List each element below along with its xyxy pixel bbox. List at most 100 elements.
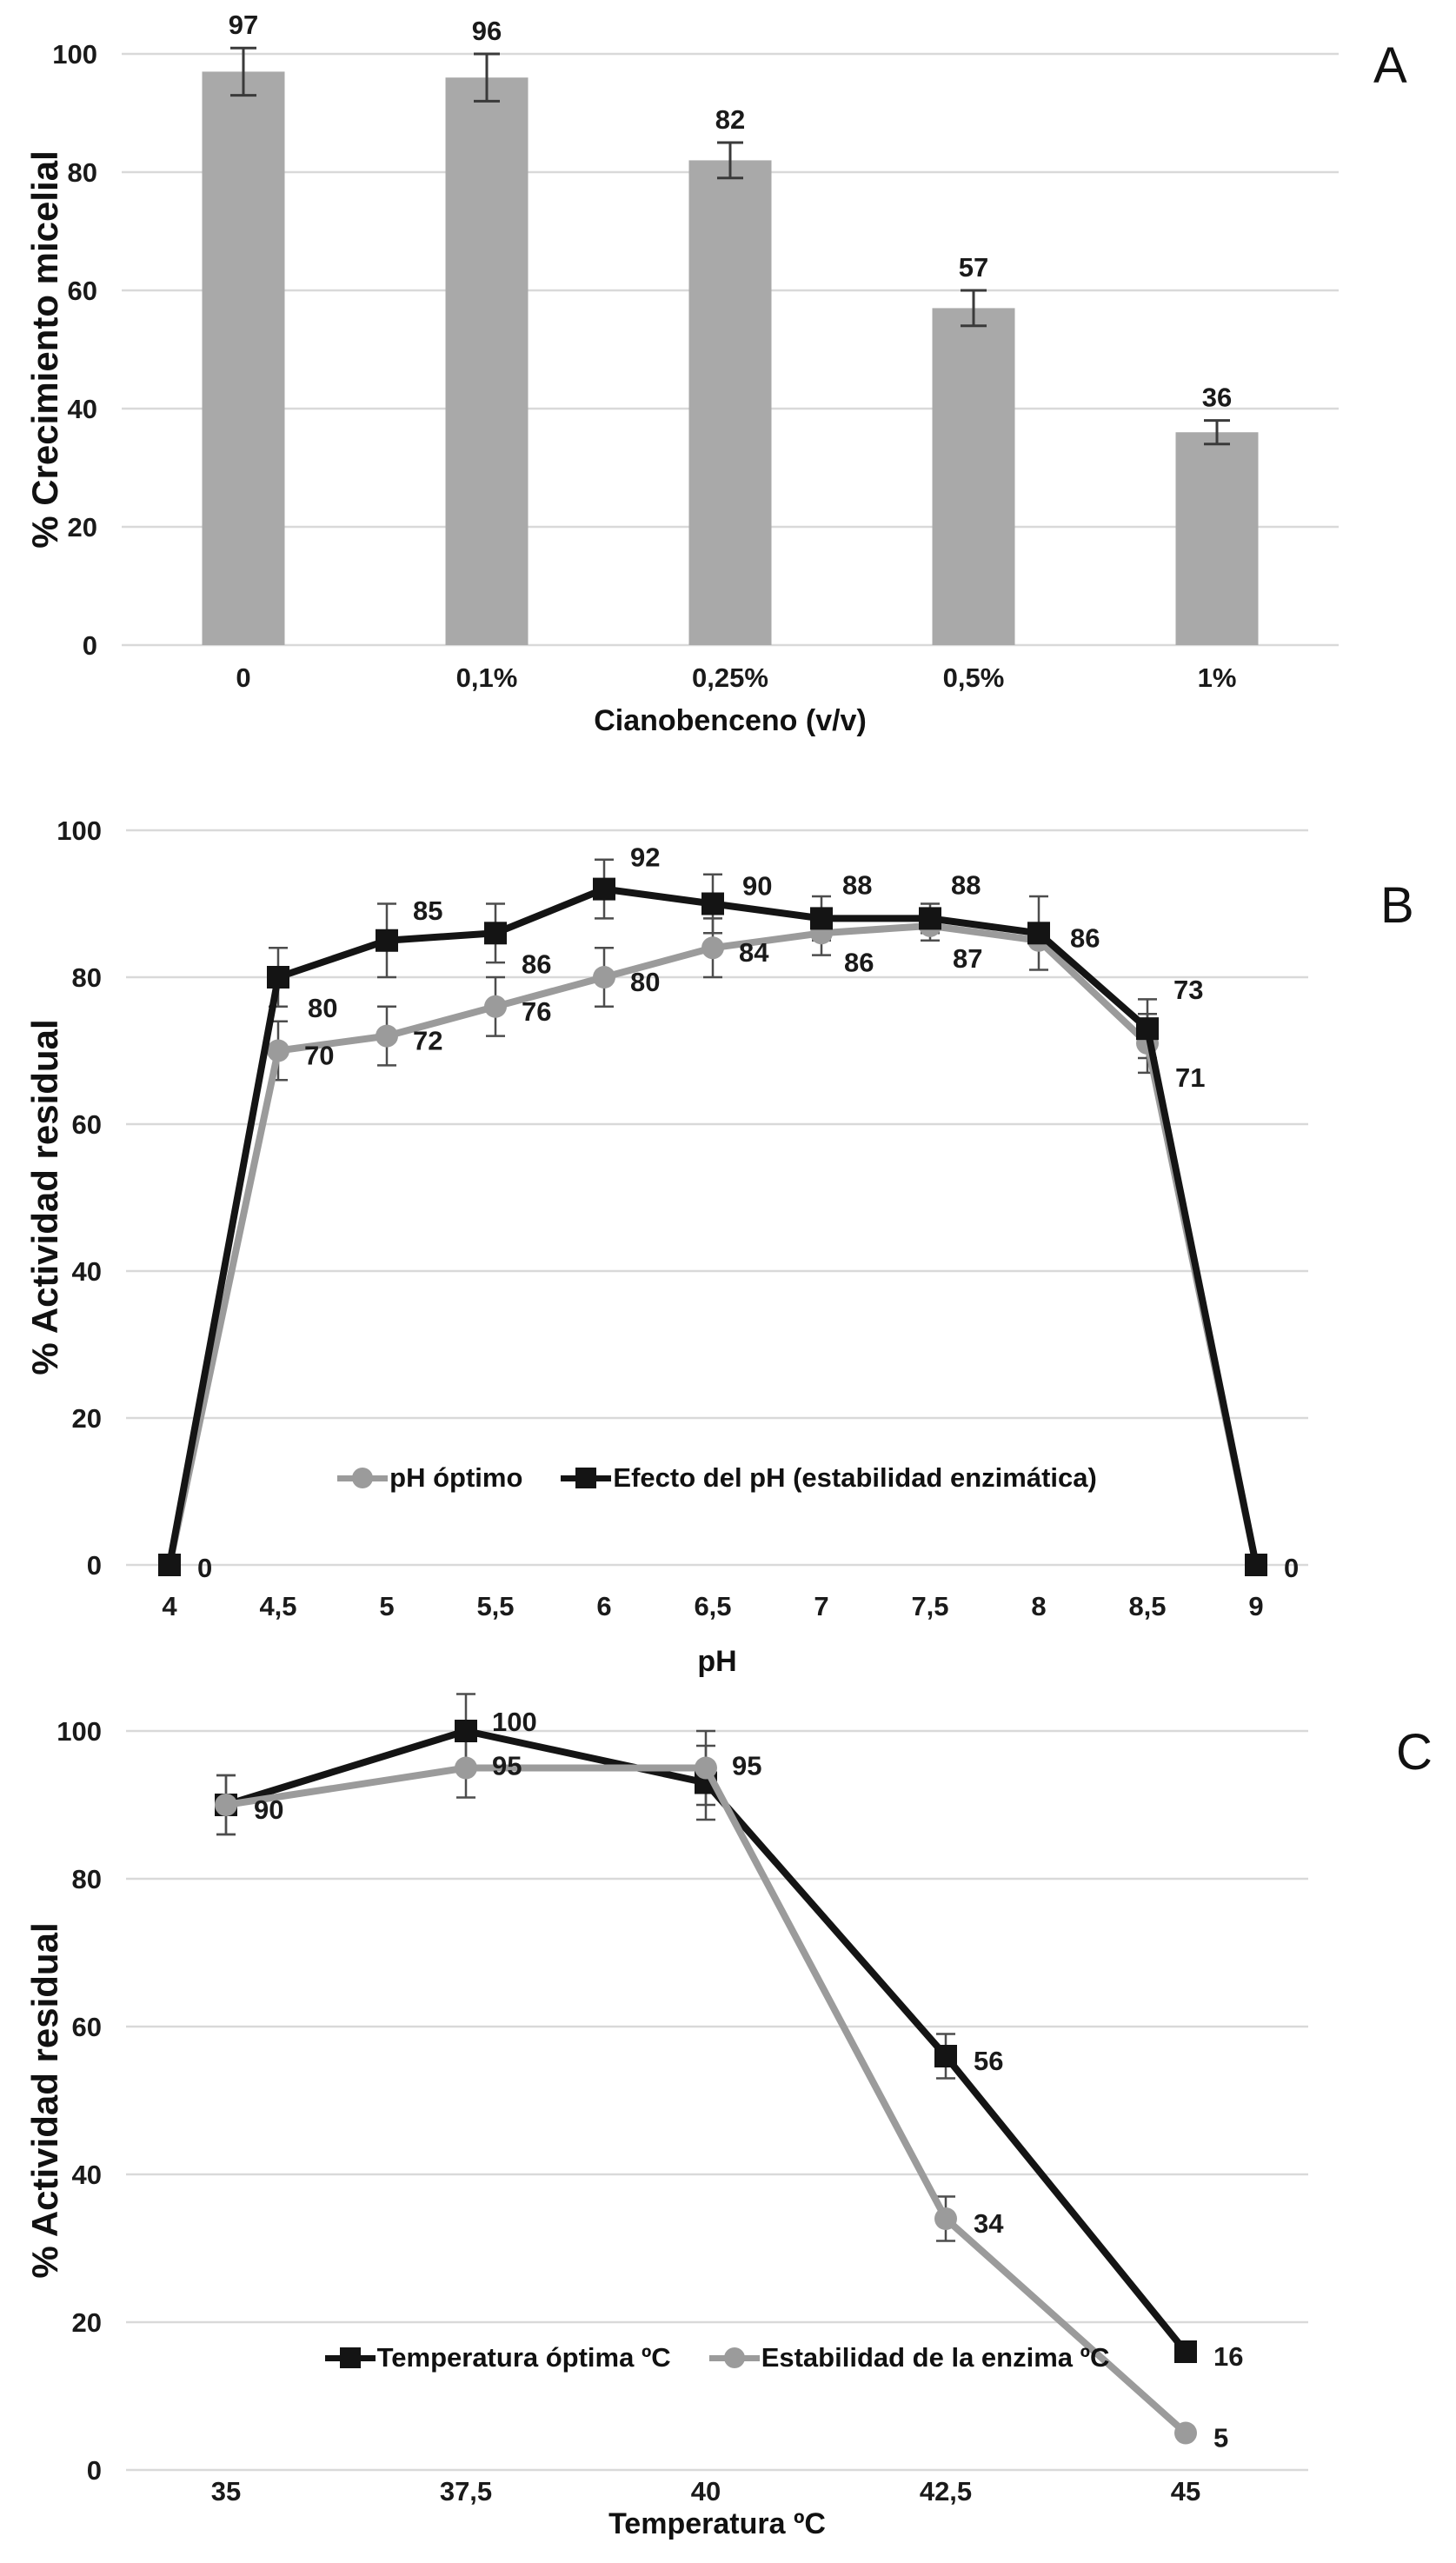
series-line — [225, 1764, 1188, 2436]
panel-letter-c: C — [1396, 1724, 1433, 1781]
bar-value-label: 36 — [1202, 383, 1232, 413]
line-chart-temperatura: 0 20 40 60 80 100 35 37,5 40 42,5 45 100 56 16 90 95 95 3… — [57, 1693, 1308, 2506]
x-tick-label: 1% — [1198, 662, 1237, 693]
data-point-square-marker — [158, 1554, 181, 1576]
legend-shape — [339, 2347, 361, 2368]
x-tick-label: 6 — [596, 1591, 611, 1621]
x-tick-label: 0,25% — [692, 662, 768, 693]
bar-value-label: 96 — [472, 16, 502, 46]
y-axis-title-a: % Crecimiento micelial — [24, 150, 65, 549]
data-point-label: 0 — [1284, 1553, 1299, 1583]
panel-c: 0 20 40 60 80 100 35 37,5 40 42,5 45 100 56 16 90 95 95 3… — [0, 1687, 1456, 2563]
data-point-square-marker — [919, 907, 941, 930]
data-point-label: 73 — [1173, 975, 1203, 1005]
bar-value-label: 57 — [959, 252, 988, 283]
y-tick-label: 40 — [72, 2160, 102, 2190]
bar — [1175, 432, 1259, 645]
x-tick-label: 35 — [211, 2476, 241, 2506]
data-point-label: 80 — [308, 993, 337, 1023]
legend-shape — [723, 2347, 745, 2368]
data-point-label: 70 — [304, 1041, 334, 1071]
x-tick-label: 6,5 — [694, 1591, 731, 1621]
bar — [688, 160, 772, 645]
panel-letter-b: B — [1380, 877, 1414, 934]
square-marker-icon — [324, 2346, 376, 2370]
x-tick-label: 40 — [691, 2476, 721, 2506]
data-point-label: 84 — [739, 937, 769, 968]
panel-letter-a: A — [1373, 37, 1407, 94]
y-tick-label: 80 — [72, 962, 102, 993]
data-point-square-marker — [934, 2045, 957, 2067]
y-tick-label: 20 — [72, 1403, 102, 1434]
data-point-circle-marker — [376, 1024, 398, 1048]
legend-label: Estabilidad de la enzima ºC — [761, 2342, 1110, 2373]
x-tick-label: 0,1% — [456, 662, 518, 693]
data-point-label: 16 — [1213, 2341, 1243, 2372]
legend-item-temperatura-optima: Temperatura óptima ºC — [324, 2342, 671, 2373]
data-point-square-marker — [1174, 2340, 1197, 2363]
data-point-label: 95 — [492, 1751, 522, 1781]
data-point-label: 90 — [742, 871, 772, 902]
circle-marker-icon — [337, 1466, 389, 1490]
data-point-label: 100 — [492, 1707, 537, 1737]
data-point-square-marker — [1027, 922, 1050, 945]
data-point-label: 87 — [953, 943, 982, 974]
legend-label: pH óptimo — [389, 1462, 523, 1493]
x-tick-label: 8,5 — [1128, 1591, 1166, 1621]
y-tick-label: 60 — [72, 1109, 102, 1140]
data-point-label: 86 — [844, 947, 874, 977]
data-point-label: 76 — [522, 996, 551, 1027]
data-point-square-marker — [267, 966, 289, 989]
bar — [202, 71, 285, 645]
x-tick-label: 9 — [1248, 1591, 1263, 1621]
x-tick-label: 45 — [1171, 2476, 1200, 2506]
data-point-circle-marker — [455, 1756, 477, 1780]
x-tick-label: 4,5 — [259, 1591, 296, 1621]
panel-b: 0 20 40 60 80 100 4 4,5 5 5,5 6 6,5 7 7,5 8 8,5 9 70 72 76 8… — [0, 765, 1456, 1687]
y-tick-label: 40 — [72, 1256, 102, 1287]
data-point-label: 95 — [732, 1751, 761, 1781]
bar-value-label: 82 — [715, 104, 745, 135]
x-tick-label: 42,5 — [920, 2476, 972, 2506]
data-point-label: 88 — [951, 869, 981, 900]
line-chart-ph: 0 20 40 60 80 100 4 4,5 5 5,5 6 6,5 7 7,5 8 8,5 9 70 72 76 8… — [57, 816, 1308, 1621]
x-tick-label: 8 — [1031, 1591, 1046, 1621]
legend-item-ph-optimo: pH óptimo — [337, 1462, 522, 1494]
y-axis-title-c: % Actividad residual — [24, 1922, 65, 2279]
x-axis-title-a: Cianobenceno (v/v) — [594, 704, 867, 737]
x-tick-label: 4 — [162, 1591, 177, 1621]
y-tick-label: 20 — [72, 2307, 102, 2338]
legend-label: Efecto del pH (estabilidad enzimática) — [613, 1462, 1097, 1493]
bar-value-label: 97 — [229, 10, 258, 40]
data-point-label: 5 — [1213, 2423, 1228, 2453]
data-point-circle-marker — [934, 2207, 957, 2230]
data-point-square-marker — [455, 1720, 477, 1742]
y-tick-label: 20 — [68, 512, 97, 543]
y-tick-label: 100 — [57, 1716, 102, 1747]
bar-chart-crecimiento-micelial: 0 20 40 60 80 100 97 0 96 0,1% 82 0,25% 57 0,5% 36 1% — [52, 10, 1339, 693]
data-point-circle-marker — [1174, 2421, 1197, 2445]
data-point-circle-marker — [484, 995, 507, 1018]
data-point-label: 90 — [254, 1794, 283, 1825]
data-point-circle-marker — [701, 936, 724, 960]
x-tick-label: 37,5 — [440, 2476, 492, 2506]
legend-shape — [575, 1468, 597, 1488]
bar — [445, 77, 529, 645]
data-point-label: 0 — [197, 1553, 212, 1583]
data-point-label: 86 — [1070, 922, 1100, 953]
x-axis-title-c: Temperatura ºC — [608, 2507, 826, 2540]
x-tick-label: 5,5 — [476, 1591, 514, 1621]
square-marker-icon — [561, 1466, 612, 1490]
data-point-label: 34 — [974, 2208, 1004, 2239]
data-point-circle-marker — [215, 1794, 237, 1816]
data-point-circle-marker — [695, 1756, 717, 1780]
y-tick-label: 80 — [72, 1864, 102, 1894]
legend-label: Temperatura óptima ºC — [376, 2342, 671, 2373]
x-tick-label: 0,5% — [943, 662, 1005, 693]
data-point-square-marker — [810, 907, 833, 930]
y-tick-label: 40 — [68, 394, 97, 424]
data-point-label: 80 — [630, 967, 660, 997]
x-tick-label: 5 — [379, 1591, 394, 1621]
y-tick-label: 100 — [52, 39, 97, 70]
y-tick-label: 0 — [87, 1550, 102, 1581]
